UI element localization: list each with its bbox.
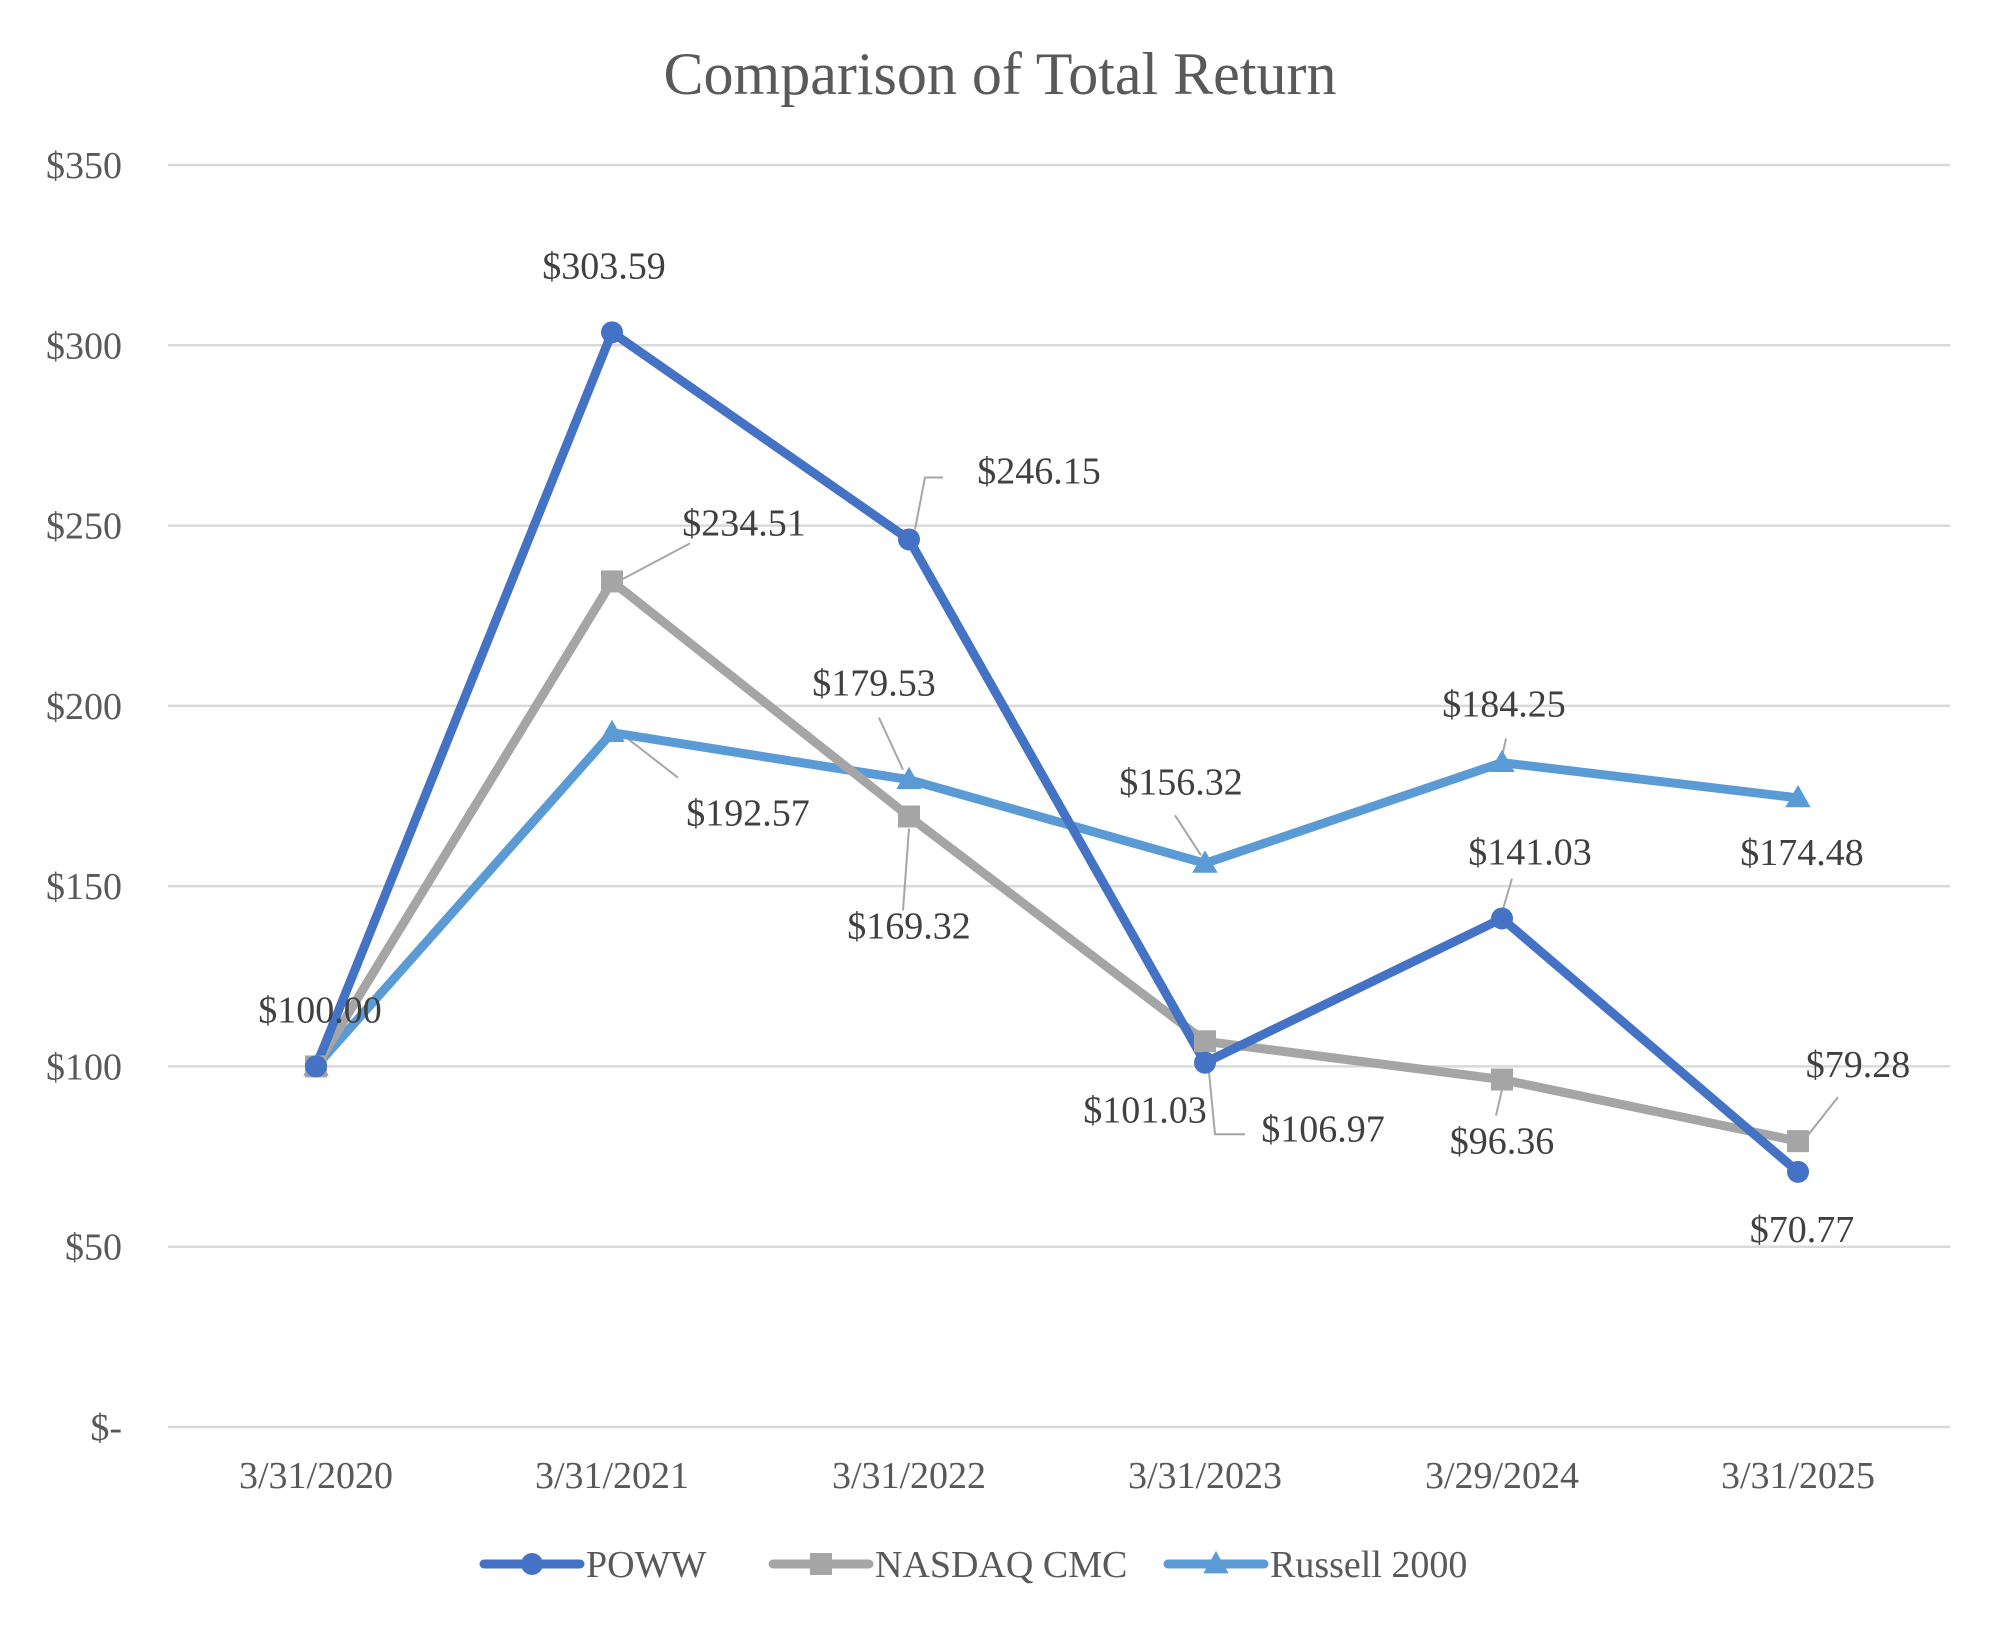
data-labels: $100.00 $303.59 $246.15 $101.03 $141.03 $70.7… <box>258 245 1910 1250</box>
data-point <box>1787 1130 1809 1153</box>
data-point <box>601 570 623 593</box>
data-label: $96.36 <box>1450 1121 1555 1163</box>
legend-item-poww: POWW <box>479 1544 706 1586</box>
data-point <box>896 766 922 790</box>
x-tick-label: 3/31/2025 <box>1721 1455 1875 1497</box>
y-tick-label: $150 <box>46 866 122 908</box>
data-label: $79.28 <box>1806 1044 1911 1086</box>
label-leader-lines <box>619 476 1839 1136</box>
data-label: $192.57 <box>686 793 810 835</box>
label-leader-line <box>1807 1096 1839 1136</box>
legend-label: Russell 2000 <box>1270 1544 1467 1586</box>
data-label: $101.03 <box>1083 1090 1207 1132</box>
x-tick-label: 3/31/2023 <box>1128 1455 1282 1497</box>
label-leader-line <box>1206 1051 1245 1136</box>
x-tick-label: 3/31/2021 <box>535 1455 689 1497</box>
y-tick-label: $350 <box>46 145 122 187</box>
legend-label: POWW <box>586 1544 706 1586</box>
data-point <box>1785 784 1811 808</box>
series-line-russell-2000 <box>311 728 1803 1071</box>
legend: POWW NASDAQ CMC Russell 2000 <box>479 1544 1467 1586</box>
data-point <box>1192 850 1218 873</box>
y-tick-label: $50 <box>65 1227 122 1269</box>
data-point <box>601 321 623 344</box>
data-label: $303.59 <box>542 245 666 287</box>
legend-marker <box>1203 1551 1229 1574</box>
data-point <box>1491 1068 1513 1091</box>
data-point <box>1194 1051 1216 1074</box>
legend-item-russell-2000: Russell 2000 <box>1163 1544 1467 1586</box>
series-markers <box>303 321 1811 1183</box>
y-tick-label: $300 <box>46 325 122 367</box>
data-point <box>898 805 920 828</box>
label-leader-line <box>902 828 910 911</box>
axis-labels: $- $50 $100 $150 $200 $250 $300 $350 3/31/2020 3/… <box>46 145 1875 1497</box>
legend-item-nasdaq-cmc: NASDAQ CMC <box>768 1544 1127 1586</box>
y-tick-label: $200 <box>46 686 122 728</box>
legend-marker <box>521 1553 543 1575</box>
data-label: $156.32 <box>1119 761 1243 803</box>
label-leader-line <box>1501 878 1513 913</box>
data-point <box>1489 749 1515 773</box>
x-tick-label: 3/29/2024 <box>1425 1455 1579 1497</box>
series-line-poww <box>311 327 1803 1177</box>
series-lines <box>311 327 1803 1177</box>
data-label: $100.00 <box>258 989 382 1031</box>
x-tick-label: 3/31/2020 <box>239 1455 393 1497</box>
label-leader-line <box>914 476 943 530</box>
data-label: $141.03 <box>1468 831 1592 873</box>
data-point <box>1194 1030 1216 1053</box>
series-line-nasdaq-cmc <box>311 576 1803 1146</box>
data-label: $169.32 <box>847 905 971 947</box>
x-tick-label: 3/31/2022 <box>832 1455 986 1497</box>
data-label: $70.77 <box>1750 1209 1855 1251</box>
label-leader-line <box>1495 1089 1503 1116</box>
legend-marker <box>810 1553 832 1575</box>
data-point <box>1491 907 1513 930</box>
label-leader-line <box>1174 814 1202 856</box>
data-label: $184.25 <box>1442 684 1566 726</box>
data-label: $234.51 <box>682 502 806 544</box>
legend-label: NASDAQ CMC <box>875 1544 1127 1586</box>
data-point <box>305 1055 327 1078</box>
data-label: $174.48 <box>1740 832 1864 874</box>
data-point <box>898 528 920 551</box>
chart-title: Comparison of Total Return <box>664 41 1337 107</box>
data-point <box>599 719 625 743</box>
y-tick-label: $100 <box>46 1046 122 1088</box>
y-tick-label: $250 <box>46 506 122 548</box>
data-label: $179.53 <box>812 663 936 705</box>
data-point <box>1787 1160 1809 1183</box>
data-label: $106.97 <box>1261 1108 1385 1150</box>
data-label: $246.15 <box>977 450 1101 492</box>
label-leader-line <box>878 717 904 771</box>
label-leader-line <box>621 542 691 581</box>
y-tick-label: $- <box>90 1407 122 1449</box>
label-leader-line <box>619 731 679 779</box>
